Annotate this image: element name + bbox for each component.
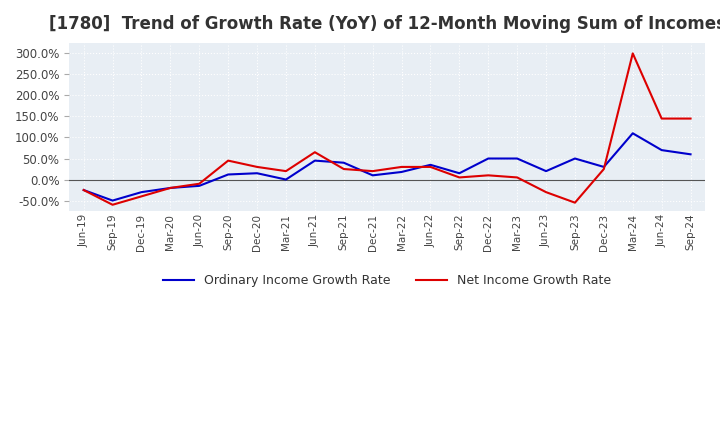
Net Income Growth Rate <box>137 194 145 199</box>
Ordinary Income Growth Rate <box>686 152 695 157</box>
Net Income Growth Rate <box>571 200 580 205</box>
Ordinary Income Growth Rate <box>541 169 550 174</box>
Net Income Growth Rate <box>484 172 492 178</box>
Ordinary Income Growth Rate <box>484 156 492 161</box>
Net Income Growth Rate <box>79 187 88 193</box>
Ordinary Income Growth Rate <box>600 164 608 169</box>
Ordinary Income Growth Rate <box>426 162 435 168</box>
Ordinary Income Growth Rate <box>571 156 580 161</box>
Net Income Growth Rate <box>310 150 319 155</box>
Net Income Growth Rate <box>629 51 637 56</box>
Net Income Growth Rate <box>397 164 406 169</box>
Ordinary Income Growth Rate <box>455 171 464 176</box>
Net Income Growth Rate <box>224 158 233 163</box>
Legend: Ordinary Income Growth Rate, Net Income Growth Rate: Ordinary Income Growth Rate, Net Income … <box>158 269 616 292</box>
Ordinary Income Growth Rate <box>195 183 204 188</box>
Net Income Growth Rate <box>657 116 666 121</box>
Ordinary Income Growth Rate <box>253 171 261 176</box>
Ordinary Income Growth Rate <box>282 177 290 182</box>
Ordinary Income Growth Rate <box>137 190 145 195</box>
Ordinary Income Growth Rate <box>629 131 637 136</box>
Net Income Growth Rate <box>426 164 435 169</box>
Ordinary Income Growth Rate <box>657 147 666 153</box>
Net Income Growth Rate <box>253 164 261 169</box>
Title: [1780]  Trend of Growth Rate (YoY) of 12-Month Moving Sum of Incomes: [1780] Trend of Growth Rate (YoY) of 12-… <box>49 15 720 33</box>
Net Income Growth Rate <box>195 181 204 187</box>
Ordinary Income Growth Rate <box>166 185 175 191</box>
Line: Ordinary Income Growth Rate: Ordinary Income Growth Rate <box>84 133 690 201</box>
Ordinary Income Growth Rate <box>310 158 319 163</box>
Net Income Growth Rate <box>282 169 290 174</box>
Net Income Growth Rate <box>166 185 175 191</box>
Net Income Growth Rate <box>108 202 117 207</box>
Ordinary Income Growth Rate <box>397 169 406 175</box>
Net Income Growth Rate <box>686 116 695 121</box>
Ordinary Income Growth Rate <box>79 187 88 193</box>
Ordinary Income Growth Rate <box>369 172 377 178</box>
Ordinary Income Growth Rate <box>108 198 117 203</box>
Net Income Growth Rate <box>513 175 521 180</box>
Ordinary Income Growth Rate <box>224 172 233 177</box>
Net Income Growth Rate <box>541 190 550 195</box>
Ordinary Income Growth Rate <box>513 156 521 161</box>
Net Income Growth Rate <box>339 166 348 172</box>
Net Income Growth Rate <box>455 175 464 180</box>
Net Income Growth Rate <box>600 166 608 172</box>
Line: Net Income Growth Rate: Net Income Growth Rate <box>84 53 690 205</box>
Ordinary Income Growth Rate <box>339 160 348 165</box>
Net Income Growth Rate <box>369 169 377 174</box>
